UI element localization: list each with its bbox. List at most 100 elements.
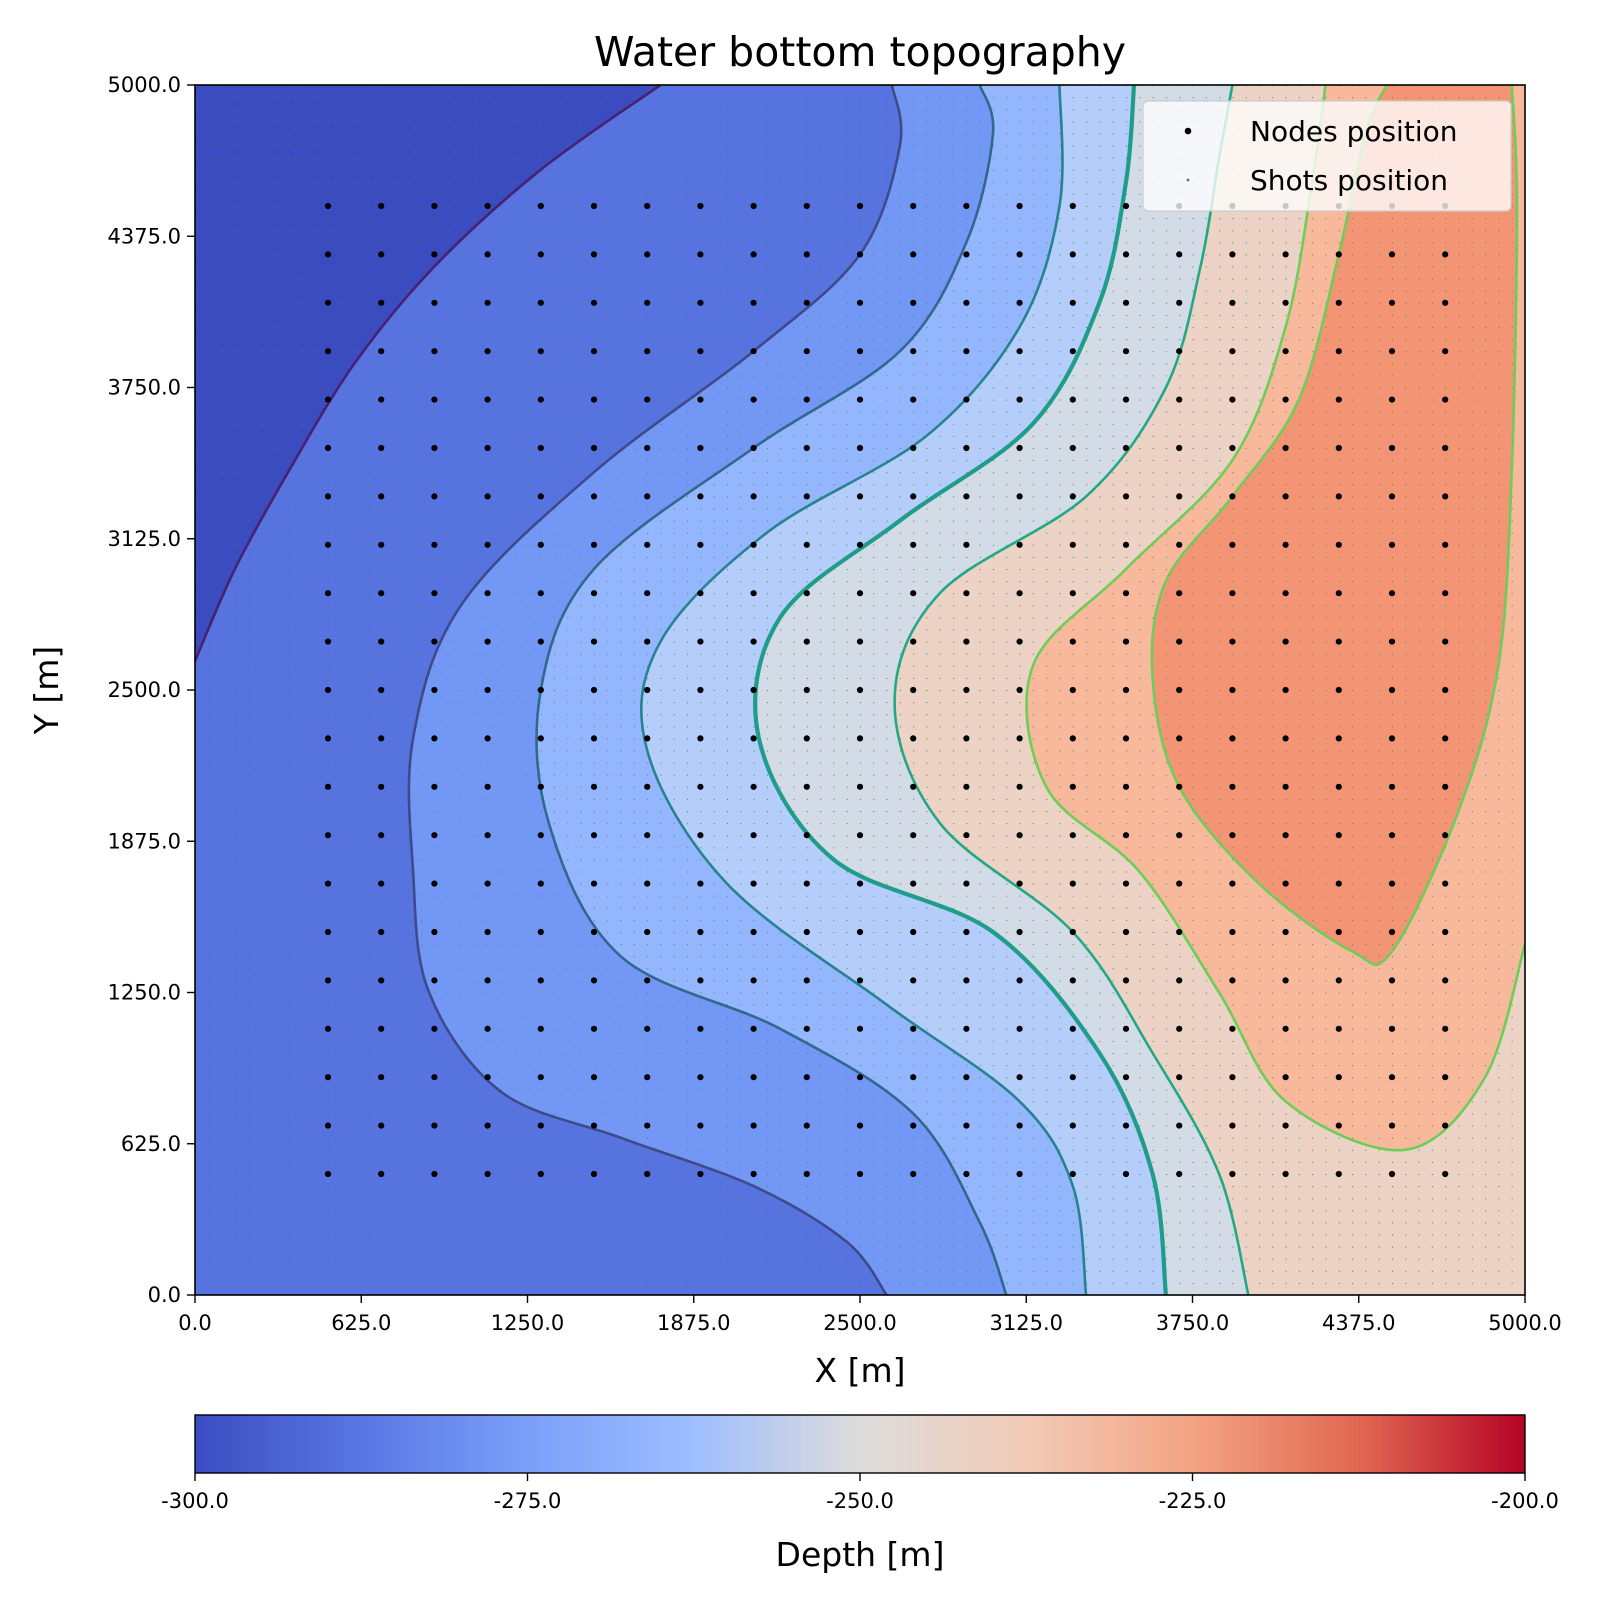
node-point	[1388, 348, 1396, 355]
node-point	[697, 299, 704, 306]
node-point	[1388, 251, 1396, 258]
node-point	[431, 299, 438, 306]
node-point	[484, 880, 491, 887]
node-point	[431, 444, 438, 452]
node-point	[378, 493, 385, 500]
node-point	[431, 928, 438, 936]
node-point	[484, 299, 491, 306]
node-point	[324, 251, 332, 258]
node-point	[537, 444, 544, 452]
node-point	[1176, 590, 1183, 597]
colorbar-tick-label: -300.0	[161, 1489, 229, 1513]
node-point	[431, 1170, 438, 1178]
node-point	[590, 783, 598, 790]
node-point	[1122, 783, 1130, 790]
node-point	[324, 880, 332, 887]
node-point	[1282, 686, 1289, 694]
node-point	[803, 686, 810, 694]
node-point	[1442, 299, 1449, 306]
node-point	[378, 638, 385, 645]
node-point	[324, 202, 332, 210]
node-point	[856, 1170, 864, 1178]
node-point	[537, 299, 544, 306]
node-point	[963, 832, 970, 839]
node-point	[856, 590, 864, 597]
node-point	[803, 251, 810, 258]
node-point	[697, 832, 704, 839]
node-point	[963, 396, 970, 403]
node-point	[590, 1122, 598, 1129]
node-point	[1069, 1025, 1076, 1032]
node-point	[750, 977, 757, 984]
node-point	[537, 928, 544, 936]
node-point	[1282, 299, 1289, 306]
node-point	[1282, 977, 1289, 984]
node-point	[537, 541, 544, 548]
node-point	[1016, 735, 1023, 742]
node-point	[1229, 880, 1236, 887]
node-point	[1442, 590, 1449, 597]
node-point	[644, 735, 651, 742]
x-tick-label: 625.0	[331, 1311, 391, 1335]
node-point	[1335, 1025, 1342, 1032]
node-point	[856, 735, 864, 742]
node-point	[484, 1170, 491, 1178]
x-tick-label: 2500.0	[823, 1311, 896, 1335]
contour-lines	[195, 85, 1525, 1295]
node-point	[1229, 832, 1236, 839]
node-point	[1229, 977, 1236, 984]
node-point	[856, 928, 864, 936]
node-point	[963, 299, 970, 306]
node-point	[697, 1025, 704, 1032]
node-point	[324, 493, 332, 500]
node-point	[431, 977, 438, 984]
node-point	[910, 299, 917, 306]
node-point	[1069, 638, 1076, 645]
legend-marker-shots	[1186, 178, 1190, 182]
legend-box	[1142, 100, 1512, 212]
node-point	[1176, 348, 1183, 355]
node-point	[856, 686, 864, 694]
node-point	[590, 396, 598, 403]
node-point	[1176, 735, 1183, 742]
node-point	[1335, 638, 1342, 645]
node-point	[484, 783, 491, 790]
legend: Nodes position Shots position	[1142, 100, 1512, 212]
node-point	[1335, 832, 1342, 839]
node-point	[324, 832, 332, 839]
node-point	[1016, 444, 1023, 452]
node-point	[910, 396, 917, 403]
node-point	[484, 541, 491, 548]
node-point	[1122, 832, 1130, 839]
node-point	[803, 1122, 810, 1129]
node-point	[1282, 1074, 1289, 1081]
node-point	[1122, 638, 1130, 645]
node-point	[1282, 444, 1289, 452]
node-point	[1229, 686, 1236, 694]
node-point	[750, 444, 757, 452]
x-tick-label: 1250.0	[491, 1311, 564, 1335]
node-point	[856, 1025, 864, 1032]
node-point	[1069, 444, 1076, 452]
node-point	[644, 396, 651, 403]
node-point	[910, 1170, 917, 1178]
node-point	[1335, 541, 1342, 548]
node-point	[1388, 444, 1396, 452]
node-point	[1176, 928, 1183, 936]
node-point	[963, 444, 970, 452]
node-point	[431, 783, 438, 790]
node-point	[431, 686, 438, 694]
node-point	[910, 444, 917, 452]
node-point	[590, 686, 598, 694]
node-point	[1388, 928, 1396, 936]
node-point	[803, 348, 810, 355]
node-point	[590, 880, 598, 887]
node-point	[1388, 686, 1396, 694]
node-point	[1282, 541, 1289, 548]
contour-line	[893, 85, 1250, 1295]
node-point	[1016, 541, 1023, 548]
node-point	[750, 202, 757, 210]
node-point	[378, 832, 385, 839]
node-point	[484, 202, 491, 210]
node-point	[590, 735, 598, 742]
